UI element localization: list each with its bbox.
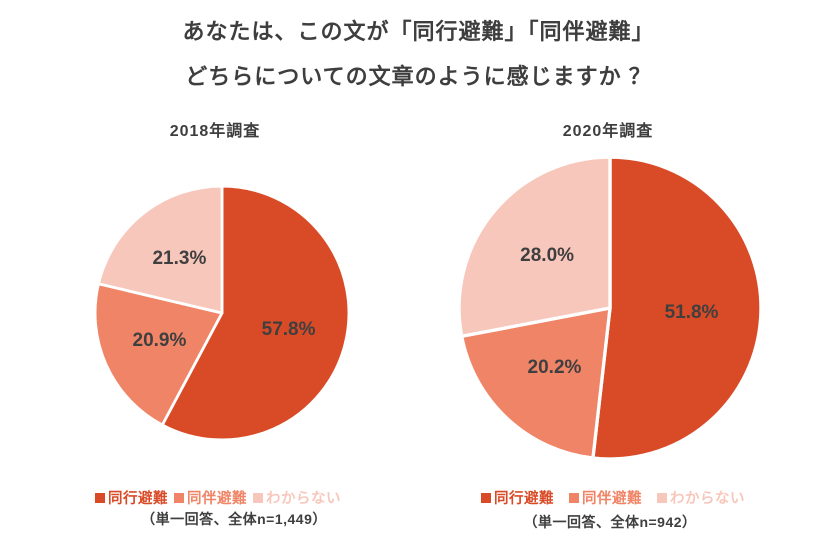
legend-label: 同伴避難	[187, 491, 247, 507]
pie-slice	[457, 155, 612, 338]
percent-label: 20.9%	[132, 330, 187, 352]
pie-slice	[97, 184, 224, 315]
pie-slice	[93, 282, 224, 427]
percent-label: 57.8%	[261, 318, 316, 340]
legend-label: わからない	[266, 491, 341, 507]
pie-chart-2018: 57.8% 20.9% 21.3%	[90, 181, 354, 445]
legend-marker	[569, 492, 579, 503]
legend-marker	[174, 492, 184, 503]
sample-note-2018: （単一回答、全体n=1,449）	[141, 511, 327, 527]
page-title-line1: あなたは、この文が「同行避難」「同伴避難」	[182, 19, 655, 44]
legend-label: わからない	[670, 491, 745, 507]
legend-item: 同伴避難	[569, 487, 642, 508]
pie-svg	[93, 184, 351, 442]
pie-slice	[591, 155, 763, 461]
legend-label: 同行避難	[108, 491, 168, 507]
pie-slice	[160, 184, 351, 442]
legend-item: 同行避難	[95, 487, 168, 508]
sample-note-2020: （単一回答、全体n=942）	[523, 514, 697, 530]
percent-label: 20.2%	[527, 356, 582, 378]
percent-label: 21.3%	[152, 248, 207, 270]
percent-label: 28.0%	[520, 244, 575, 266]
legend-item: 同伴避難	[174, 487, 247, 508]
legend-marker	[657, 492, 667, 503]
chart-subtitle-2018: 2018年調査	[169, 123, 261, 140]
percent-label: 51.8%	[664, 301, 719, 323]
chart-subtitle-2020: 2020年調査	[562, 123, 654, 140]
legend-marker	[95, 492, 105, 503]
pie-svg	[457, 155, 763, 461]
pie-chart-2020: 51.8% 20.2% 28.0%	[453, 151, 767, 465]
legend-label: 同行避難	[494, 491, 554, 507]
legend-2018: 同行避難 同伴避難 わからない	[95, 487, 341, 508]
page-title-line2: どちらについての文章のように感じますか ？	[185, 64, 652, 89]
legend-marker	[253, 492, 263, 503]
legend-2020: 同行避難 同伴避難 わからない	[481, 487, 745, 508]
legend-item: わからない	[657, 487, 745, 508]
pie-slice	[460, 306, 612, 460]
legend-marker	[481, 492, 491, 503]
legend-item: 同行避難	[481, 487, 554, 508]
legend-label: 同伴避難	[582, 491, 642, 507]
legend-item: わからない	[253, 487, 341, 508]
